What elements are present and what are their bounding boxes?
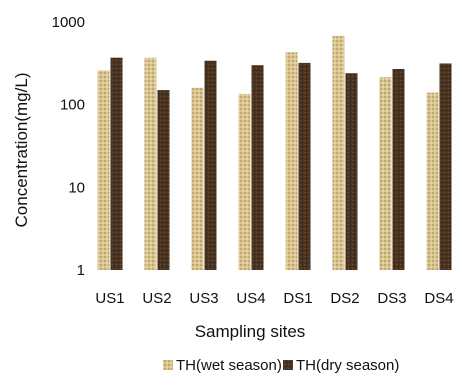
bar-dry-ds4 [439, 63, 452, 271]
legend-swatch-wet [163, 360, 173, 370]
x-axis-title: Sampling sites [195, 322, 306, 341]
bar-wet-ds3 [379, 77, 392, 270]
bar-wet-us2 [144, 57, 157, 270]
bar-wet-ds4 [426, 92, 439, 270]
plot-area: 1 10 100 1000 US1 US2 US3 US4 DS1 DS2 DS3 DS4 [52, 14, 454, 307]
y-axis-title: Concentration(mg/L) [12, 73, 31, 228]
bar-dry-ds1 [298, 62, 311, 271]
x-tick-label: DS2 [330, 290, 359, 307]
legend: TH(wet season) TH(dry season) [163, 357, 399, 374]
bar-dry-us3 [204, 60, 217, 270]
y-tick-label: 1 [77, 262, 85, 279]
x-tick-label: US2 [142, 290, 171, 307]
y-tick-label: 10 [68, 179, 85, 196]
bar-wet-ds2 [332, 35, 345, 270]
y-tick-label: 1000 [52, 14, 85, 31]
x-tick-label: US4 [236, 290, 265, 307]
bar-dry-us2 [157, 90, 170, 270]
x-tick-label: DS3 [377, 290, 406, 307]
bar-wet-us3 [191, 87, 204, 270]
bar-wet-us4 [238, 93, 251, 270]
legend-label-wet: TH(wet season) [176, 357, 282, 374]
bar-dry-us1 [110, 57, 123, 270]
bar-wet-ds1 [285, 52, 298, 270]
legend-swatch-dry [283, 360, 293, 370]
y-tick-label: 100 [60, 97, 85, 114]
x-tick-label: DS1 [283, 290, 312, 307]
bar-dry-ds3 [392, 69, 405, 270]
x-tick-label: US3 [189, 290, 218, 307]
x-tick-label: DS4 [424, 290, 453, 307]
legend-label-dry: TH(dry season) [296, 357, 399, 374]
bar-wet-us1 [97, 70, 110, 270]
bar-dry-ds2 [345, 73, 358, 270]
x-tick-label: US1 [95, 290, 124, 307]
bar-dry-us4 [251, 65, 264, 270]
